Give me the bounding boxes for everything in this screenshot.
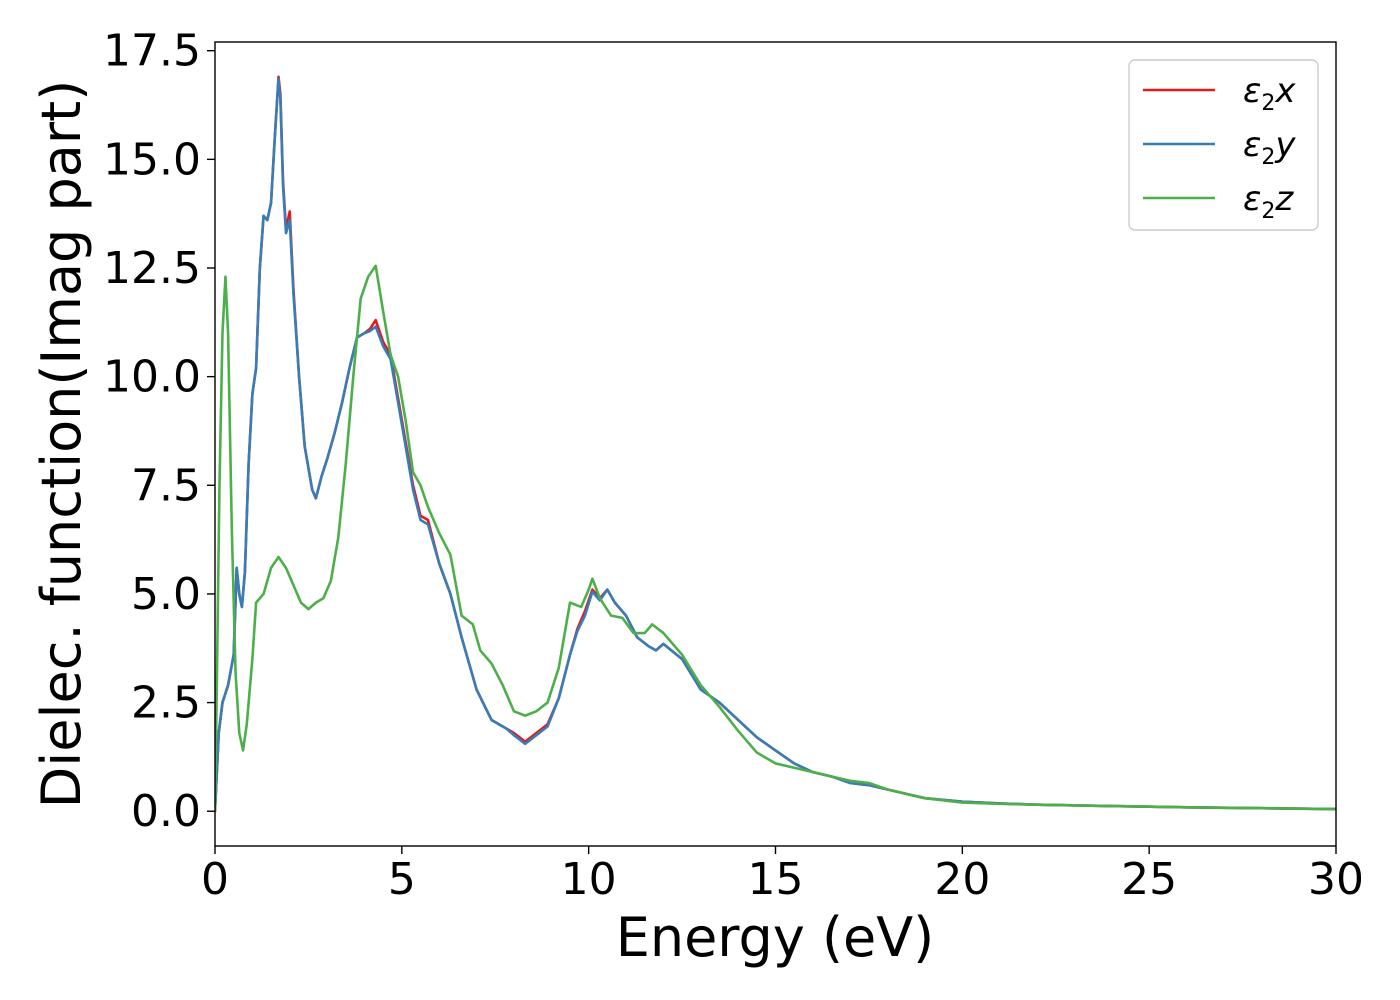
legend-box bbox=[1128, 59, 1319, 231]
series-line-y bbox=[215, 77, 1336, 813]
y-tick-label: 15.0 bbox=[103, 134, 201, 185]
x-tick-label: 30 bbox=[1308, 854, 1364, 905]
legend: ε2x ε2y ε2z bbox=[1128, 59, 1319, 231]
y-axis-title: Dielec. function(Imag part) bbox=[30, 80, 93, 809]
x-tick-label: 15 bbox=[748, 854, 804, 905]
legend-label-y: ε2y bbox=[1243, 125, 1296, 170]
x-axis-ticks: 0 5 10 15 20 25 30 bbox=[201, 846, 1364, 905]
legend-label-z: ε2z bbox=[1243, 179, 1294, 224]
x-tick-label: 20 bbox=[934, 854, 990, 905]
x-axis-title: Energy (eV) bbox=[616, 906, 935, 969]
y-tick-label: 2.5 bbox=[131, 678, 201, 729]
x-tick-label: 10 bbox=[561, 854, 617, 905]
y-tick-label: 0.0 bbox=[131, 786, 201, 837]
x-tick-label: 5 bbox=[388, 854, 416, 905]
y-tick-label: 17.5 bbox=[103, 26, 201, 77]
y-tick-label: 10.0 bbox=[103, 352, 201, 403]
series-line-z bbox=[215, 264, 1336, 813]
legend-label-x: ε2x bbox=[1243, 71, 1296, 116]
x-tick-label: 25 bbox=[1121, 854, 1177, 905]
y-tick-label: 5.0 bbox=[131, 569, 201, 620]
y-tick-label: 12.5 bbox=[103, 243, 201, 294]
y-axis-ticks: 0.0 2.5 5.0 7.5 10.0 12.5 15.0 17.5 bbox=[103, 26, 215, 837]
x-tick-label: 0 bbox=[201, 854, 229, 905]
y-tick-label: 7.5 bbox=[131, 460, 201, 511]
